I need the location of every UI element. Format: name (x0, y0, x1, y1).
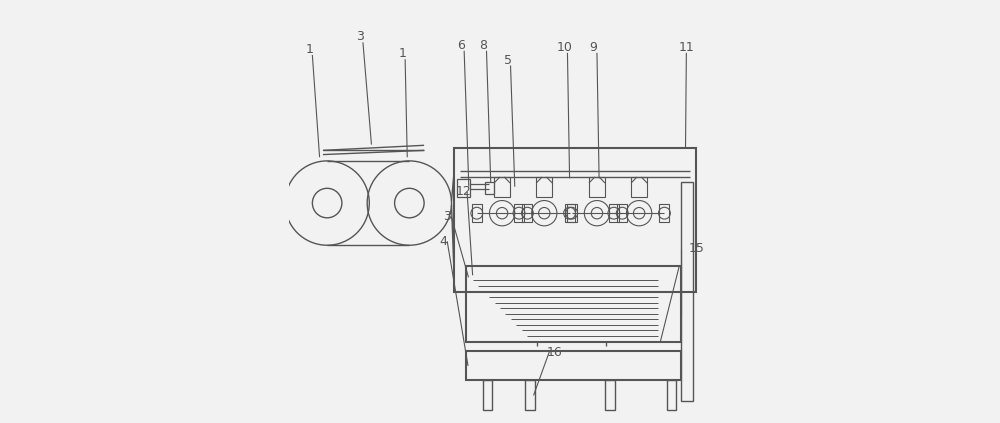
Bar (494, 177, 510, 197)
Text: 4: 4 (439, 234, 447, 247)
Text: 12: 12 (456, 185, 472, 198)
Bar (565, 204, 575, 222)
Bar (485, 182, 494, 194)
Text: 1: 1 (305, 43, 313, 56)
Bar (522, 204, 532, 222)
Bar (466, 351, 681, 380)
Text: 15: 15 (689, 242, 705, 255)
Bar (472, 204, 482, 222)
Text: 5: 5 (504, 54, 512, 67)
Bar (659, 204, 669, 222)
Bar (667, 380, 676, 409)
Bar (514, 204, 524, 222)
Bar (589, 177, 605, 197)
Text: 3: 3 (443, 210, 451, 223)
Bar (631, 177, 647, 197)
Bar (681, 182, 693, 401)
Text: 6: 6 (457, 39, 465, 52)
Bar (454, 148, 696, 291)
Text: 8: 8 (479, 39, 487, 52)
Text: 3: 3 (356, 30, 364, 43)
Bar (617, 204, 627, 222)
Bar (609, 204, 619, 222)
Text: 11: 11 (678, 41, 694, 55)
Bar (457, 179, 470, 197)
Bar (466, 266, 681, 342)
Bar (605, 380, 615, 409)
Text: 10: 10 (557, 41, 572, 55)
Text: 1: 1 (398, 47, 406, 60)
Bar (483, 380, 492, 409)
Text: 16: 16 (547, 346, 563, 359)
Bar (536, 177, 552, 197)
Bar (567, 204, 577, 222)
Bar (525, 380, 535, 409)
Text: 9: 9 (590, 41, 598, 55)
